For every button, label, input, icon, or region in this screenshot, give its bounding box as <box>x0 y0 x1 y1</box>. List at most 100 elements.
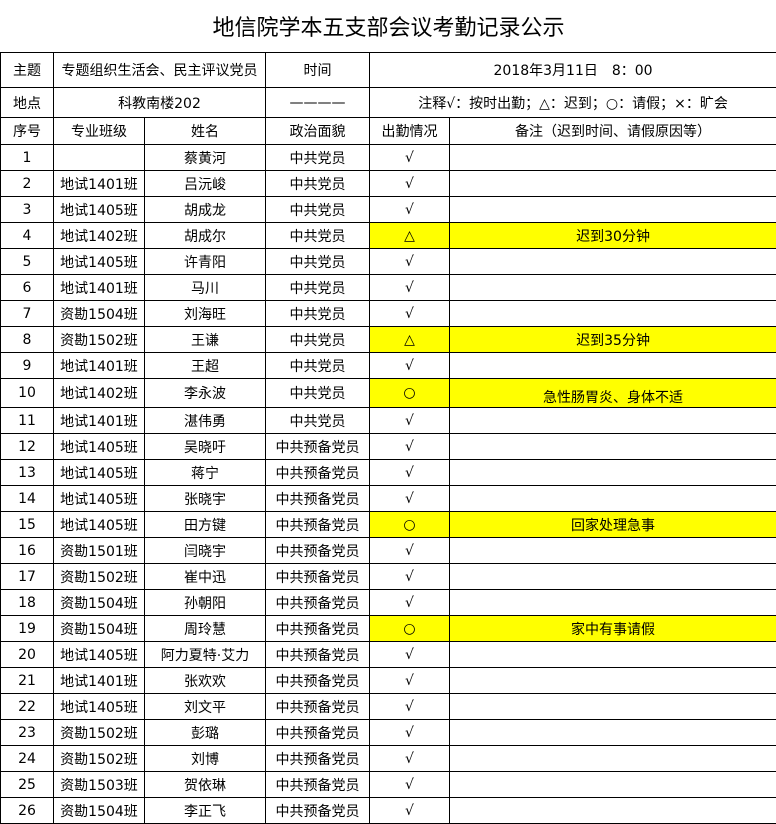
cell-attendance: ○ <box>370 379 450 408</box>
cell-attendance: √ <box>370 301 450 327</box>
time-value: 2018年3月11日 8：00 <box>370 53 776 88</box>
dash-cell: ———— <box>266 88 370 118</box>
place-value: 科教南楼202 <box>54 88 266 118</box>
cell-political-status: 中共预备党员 <box>266 512 370 538</box>
cell-class: 地试1405班 <box>54 694 145 720</box>
cell-political-status: 中共预备党员 <box>266 564 370 590</box>
cell-name: 刘海旺 <box>145 301 266 327</box>
cell-name: 许青阳 <box>145 249 266 275</box>
cell-class: 地试1401班 <box>54 353 145 379</box>
cell-attendance: √ <box>370 486 450 512</box>
cell-row-number: 20 <box>1 642 54 668</box>
cell-class: 地试1405班 <box>54 486 145 512</box>
cell-political-status: 中共党员 <box>266 171 370 197</box>
cell-attendance: √ <box>370 353 450 379</box>
cell-row-number: 6 <box>1 275 54 301</box>
cell-attendance: √ <box>370 408 450 434</box>
cell-remark: 急性肠胃炎、身体不适 <box>450 379 776 408</box>
cell-attendance: √ <box>370 460 450 486</box>
cell-remark <box>450 197 776 223</box>
cell-row-number: 16 <box>1 538 54 564</box>
cell-remark <box>450 746 776 772</box>
cell-political-status: 中共预备党员 <box>266 668 370 694</box>
cell-remark <box>450 171 776 197</box>
cell-name: 崔中迅 <box>145 564 266 590</box>
cell-row-number: 8 <box>1 327 54 353</box>
cell-row-number: 23 <box>1 720 54 746</box>
cell-name: 蒋宁 <box>145 460 266 486</box>
cell-attendance: ○ <box>370 512 450 538</box>
cell-remark <box>450 772 776 798</box>
cell-political-status: 中共党员 <box>266 249 370 275</box>
topic-label: 主题 <box>1 53 54 88</box>
cell-political-status: 中共预备党员 <box>266 616 370 642</box>
cell-remark <box>450 564 776 590</box>
legend-note: 注释√：按时出勤；△：迟到；○：请假；×：旷会 <box>370 88 776 118</box>
cell-political-status: 中共预备党员 <box>266 590 370 616</box>
cell-political-status: 中共党员 <box>266 327 370 353</box>
cell-row-number: 10 <box>1 379 54 408</box>
cell-class: 资勘1503班 <box>54 772 145 798</box>
cell-remark: 回家处理急事 <box>450 512 776 538</box>
cell-political-status: 中共党员 <box>266 197 370 223</box>
cell-political-status: 中共预备党员 <box>266 642 370 668</box>
cell-remark <box>450 668 776 694</box>
cell-political-status: 中共预备党员 <box>266 720 370 746</box>
cell-row-number: 5 <box>1 249 54 275</box>
cell-class: 资勘1502班 <box>54 327 145 353</box>
cell-row-number: 24 <box>1 746 54 772</box>
cell-name: 贺依琳 <box>145 772 266 798</box>
cell-name: 李正飞 <box>145 798 266 824</box>
cell-name: 孙朝阳 <box>145 590 266 616</box>
cell-class: 地试1405班 <box>54 197 145 223</box>
cell-attendance: √ <box>370 798 450 824</box>
cell-attendance: ○ <box>370 616 450 642</box>
cell-row-number: 7 <box>1 301 54 327</box>
cell-row-number: 4 <box>1 223 54 249</box>
cell-attendance: √ <box>370 694 450 720</box>
cell-remark <box>450 275 776 301</box>
cell-political-status: 中共党员 <box>266 353 370 379</box>
cell-name: 阿力夏特·艾力 <box>145 642 266 668</box>
cell-political-status: 中共党员 <box>266 408 370 434</box>
cell-class: 资勘1504班 <box>54 301 145 327</box>
cell-class: 资勘1504班 <box>54 590 145 616</box>
cell-attendance: △ <box>370 223 450 249</box>
cell-remark <box>450 798 776 824</box>
cell-row-number: 3 <box>1 197 54 223</box>
cell-attendance: √ <box>370 275 450 301</box>
cell-name: 李永波 <box>145 379 266 408</box>
cell-name: 刘博 <box>145 746 266 772</box>
cell-class: 地试1405班 <box>54 249 145 275</box>
column-header-row: 序号 专业班级 姓名 政治面貌 出勤情况 备注（迟到时间、请假原因等） <box>1 118 776 145</box>
cell-class: 地试1402班 <box>54 379 145 408</box>
cell-attendance: √ <box>370 772 450 798</box>
sheet-title: 地信院学本五支部会议考勤记录公示 <box>1 0 776 53</box>
col-header-no: 序号 <box>1 118 54 145</box>
cell-row-number: 11 <box>1 408 54 434</box>
cell-name: 周玲慧 <box>145 616 266 642</box>
cell-political-status: 中共预备党员 <box>266 460 370 486</box>
cell-political-status: 中共预备党员 <box>266 694 370 720</box>
cell-political-status: 中共党员 <box>266 275 370 301</box>
cell-class: 地试1405班 <box>54 434 145 460</box>
cell-political-status: 中共预备党员 <box>266 772 370 798</box>
cell-class: 地试1401班 <box>54 171 145 197</box>
cell-class: 资勘1504班 <box>54 798 145 824</box>
cell-remark <box>450 694 776 720</box>
cell-class: 资勘1502班 <box>54 746 145 772</box>
cell-name: 王谦 <box>145 327 266 353</box>
